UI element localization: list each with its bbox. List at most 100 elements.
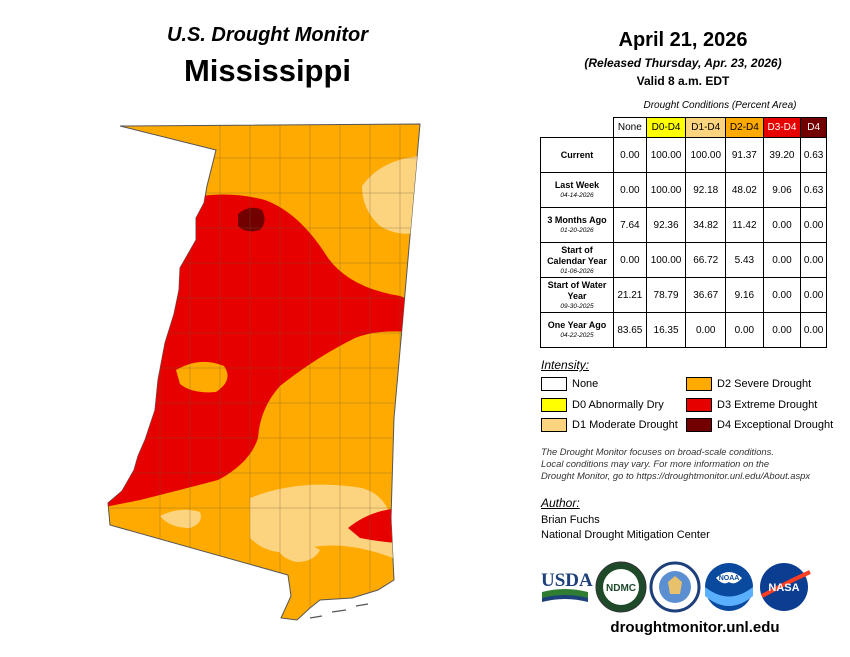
table-cell: 9.06: [762, 172, 802, 208]
legend-item-none: None: [541, 377, 598, 391]
d1-region-south: [250, 484, 393, 558]
author-org: National Drought Mitigation Center: [541, 529, 710, 541]
table-cell: 16.35: [645, 312, 687, 348]
row-date: 01-20-2026: [560, 227, 594, 234]
d2-island-west: [176, 361, 228, 393]
table-cell: 0.00: [613, 242, 647, 278]
table-cell: 48.02: [725, 172, 764, 208]
state-title: Mississippi: [183, 53, 352, 88]
table-row-start-of-calendar-year: Start of Calendar Year 01-06-2026 0.00 10…: [540, 242, 827, 278]
col-d3-d4: D3-D4: [762, 117, 802, 138]
note-line: Local conditions may vary. For more info…: [541, 458, 770, 469]
legend-swatch: [541, 398, 567, 412]
table-cell: 0.00: [685, 312, 727, 348]
table-corner: [541, 118, 614, 138]
d4-region: [238, 207, 265, 232]
legend-item-d3: D3 Extreme Drought: [686, 398, 817, 412]
table-cell: 91.37: [725, 137, 764, 173]
drought-map: [100, 118, 430, 638]
d1-region-southwest: [160, 509, 201, 528]
table-cell: 0.00: [762, 277, 802, 313]
legend-swatch: [686, 418, 712, 432]
legend-title: Intensity:: [541, 358, 590, 372]
table-row-current: Current 0.00 100.00 100.00 91.37 39.20 0…: [540, 137, 827, 173]
table-cell: 100.00: [645, 172, 687, 208]
legend-item-d1: D1 Moderate Drought: [541, 418, 678, 432]
legend-label: D2 Severe Drought: [717, 378, 812, 390]
d3-region-southeast: [348, 508, 400, 543]
table-cell: 0.00: [800, 312, 827, 348]
d1-region-northeast: [362, 156, 420, 234]
table-cell: 100.00: [645, 137, 687, 173]
usda-logo-text: USDA: [541, 570, 593, 591]
table-cell: 100.00: [685, 137, 727, 173]
ndmc-logo: NDMC: [595, 561, 647, 613]
website-url[interactable]: droughtmonitor.unl.edu: [610, 619, 780, 636]
partner-logos: USDA NDMC NOAA NASA: [540, 556, 840, 618]
legend-label: D3 Extreme Drought: [717, 399, 818, 411]
table-caption: Drought Conditions (Percent Area): [643, 100, 797, 111]
legend-item-d2: D2 Severe Drought: [686, 377, 811, 391]
row-label: Current: [540, 137, 614, 173]
commerce-seal: [649, 561, 701, 613]
note-line: The Drought Monitor focuses on broad-sca…: [541, 446, 774, 457]
legend-swatch: [686, 377, 712, 391]
legend-label: D0 Abnormally Dry: [572, 399, 664, 411]
legend-label: D4 Exceptional Drought: [717, 419, 834, 431]
nasa-logo-text: NASA: [768, 582, 799, 594]
table-cell: 9.16: [725, 277, 764, 313]
table-row-start-of-water-year: Start of Water Year 09-30-2025 21.21 78.7…: [540, 277, 827, 313]
row-label: 3 Months Ago 01-20-2026: [540, 207, 614, 243]
disclaimer-note: The Drought Monitor focuses on broad-sca…: [541, 446, 841, 482]
brand-title: U.S. Drought Monitor: [166, 24, 369, 46]
author-title: Author:: [541, 496, 580, 510]
table-cell: 0.00: [762, 207, 802, 243]
d1-region-coast: [276, 542, 320, 562]
legend: None D0 Abnormally Dry D1 Moderate Droug…: [541, 377, 841, 437]
table-cell: 21.21: [613, 277, 647, 313]
noaa-logo-text: NOAA: [719, 575, 740, 582]
row-date: 01-06-2026: [560, 267, 594, 275]
legend-label: None: [572, 378, 599, 390]
row-label: Last Week 04-14-2026: [540, 172, 614, 208]
table-row-3-months-ago: 3 Months Ago 01-20-2026 7.64 92.36 34.82 …: [540, 207, 827, 243]
table-cell: 36.67: [685, 277, 727, 313]
table-cell: 34.82: [685, 207, 727, 243]
table-cell: 39.20: [762, 137, 802, 173]
table-header-row: None D0-D4 D1-D4 D2-D4 D3-D4 D4: [541, 117, 827, 138]
table-cell: 0.00: [800, 242, 827, 278]
table-cell: 0.00: [762, 312, 802, 348]
row-date: 09-30-2025: [560, 302, 594, 310]
table-cell: 0.63: [800, 137, 827, 173]
table-cell: 0.00: [800, 277, 827, 313]
legend-item-d0: D0 Abnormally Dry: [541, 398, 664, 412]
table-cell: 0.00: [613, 137, 647, 173]
table-cell: 0.63: [800, 172, 827, 208]
table-cell: 7.64: [613, 207, 647, 243]
table-cell: 78.79: [645, 277, 687, 313]
col-d2-d4: D2-D4: [725, 117, 764, 138]
release-date: (Released Thursday, Apr. 23, 2026): [584, 56, 782, 70]
legend-swatch: [686, 398, 712, 412]
map-header: U.S. Drought Monitor Mississippi: [95, 22, 440, 91]
noaa-logo: NOAA: [705, 563, 753, 611]
barrier-islands: [309, 603, 369, 619]
usda-logo: USDA: [541, 570, 593, 602]
note-line[interactable]: Drought Monitor, go to https://droughtmo…: [541, 470, 811, 481]
valid-time: Valid 8 a.m. EDT: [636, 74, 730, 88]
table-cell: 0.00: [800, 207, 827, 243]
table-cell: 11.42: [725, 207, 764, 243]
table-cell: 83.65: [613, 312, 647, 348]
mississippi-map-svg: [107, 123, 421, 621]
col-d4: D4: [800, 117, 827, 138]
table-cell: 0.00: [725, 312, 764, 348]
table-cell: 5.43: [725, 242, 764, 278]
col-none: None: [613, 117, 647, 138]
table-cell: 92.36: [645, 207, 687, 243]
row-date: 04-14-2026: [560, 192, 594, 199]
row-date: 04-22-2025: [560, 332, 594, 339]
table-cell: 100.00: [645, 242, 687, 278]
row-label: Start of Water Year 09-30-2025: [540, 277, 614, 313]
nasa-logo: NASA: [760, 563, 811, 611]
report-date: April 21, 2026: [618, 29, 748, 51]
